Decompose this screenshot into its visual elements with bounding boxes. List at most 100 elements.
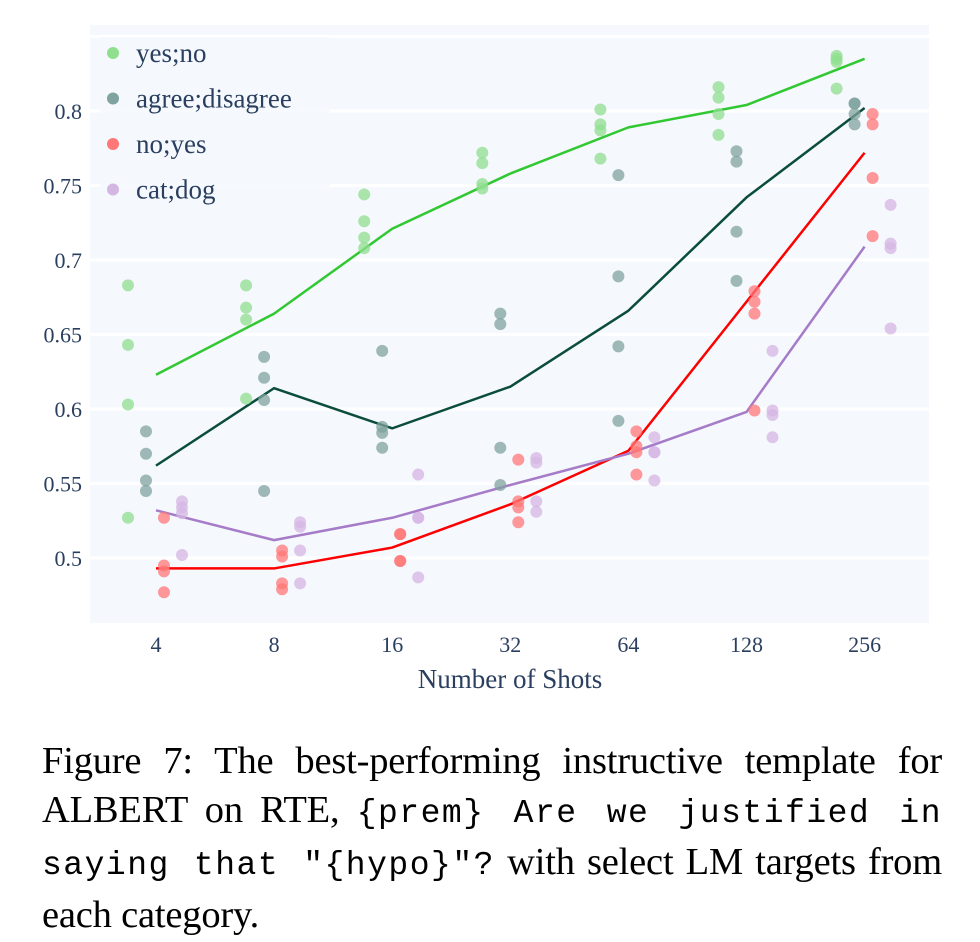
data-point (376, 426, 389, 439)
data-point (848, 118, 861, 131)
data-point (140, 474, 152, 487)
data-point (412, 571, 425, 584)
y-tick-label: 0.6 (55, 397, 83, 422)
data-point (712, 128, 725, 141)
data-point (830, 82, 843, 95)
data-point (884, 198, 897, 211)
y-tick-label: 0.65 (44, 323, 83, 348)
data-point (240, 301, 253, 314)
series-lines (155, 57, 866, 570)
legend-item[interactable]: yes;no (107, 38, 207, 68)
data-point (258, 371, 271, 384)
legend-label: no;yes (136, 129, 207, 159)
data-point (258, 394, 271, 407)
data-point (412, 511, 425, 524)
x-tick-label: 16 (381, 632, 403, 657)
caption-suffix: with select LM targets from each categor… (42, 841, 942, 936)
data-point (884, 322, 897, 335)
data-point (884, 242, 897, 255)
data-point (594, 103, 607, 116)
data-point (412, 468, 425, 481)
legend-item[interactable]: no;yes (107, 129, 207, 159)
data-point (766, 408, 779, 421)
legend-label: yes;no (136, 38, 207, 68)
legend-item[interactable]: cat;dog (107, 175, 215, 205)
series-points-agree-disagree (140, 97, 861, 497)
data-point (494, 441, 507, 454)
data-point (730, 225, 743, 238)
data-point (730, 155, 743, 168)
data-point (358, 242, 371, 255)
data-point (594, 124, 607, 137)
data-point (258, 350, 271, 363)
data-point (158, 565, 170, 578)
x-tick-label: 64 (617, 632, 639, 657)
data-point (730, 145, 743, 158)
legend: yes;no agree;disagree no;yes cat;dog (100, 37, 330, 217)
data-point (276, 550, 289, 563)
y-tick-label: 0.75 (44, 174, 83, 199)
data-point (476, 146, 489, 159)
data-point (830, 55, 843, 68)
data-point (594, 152, 607, 165)
data-point (240, 279, 253, 292)
data-point (612, 340, 625, 353)
data-point (512, 501, 525, 514)
y-tick-label: 0.8 (55, 99, 83, 124)
x-tick-label: 256 (848, 632, 881, 657)
data-point (158, 511, 170, 524)
series-points-no-yes (158, 107, 879, 599)
data-point (276, 583, 289, 596)
data-point (648, 446, 661, 459)
data-point (630, 425, 643, 438)
data-point (630, 446, 643, 459)
data-point (140, 447, 152, 460)
data-point (848, 97, 861, 110)
data-point (612, 270, 625, 283)
data-point (140, 425, 152, 438)
data-point (122, 279, 134, 292)
data-point (530, 505, 543, 518)
data-point (530, 495, 543, 508)
data-point (866, 172, 879, 185)
data-point (748, 285, 761, 298)
data-point (394, 554, 407, 567)
data-point (748, 307, 761, 320)
data-point (358, 231, 371, 244)
x-axis-title: Number of Shots (418, 664, 603, 694)
x-tick-label: 4 (151, 632, 162, 657)
data-point (612, 414, 625, 427)
caption-prefix: Figure 7: The best-performing instructiv… (42, 740, 942, 831)
data-point (766, 344, 779, 357)
data-point (766, 431, 779, 444)
data-point (176, 507, 188, 520)
data-point (866, 107, 879, 120)
y-axis-ticks: 0.5 0.55 0.6 0.65 0.7 0.75 0.8 (44, 99, 83, 571)
data-point (158, 586, 170, 599)
series-points (122, 49, 897, 599)
figure-caption: Figure 7: The best-performing instructiv… (42, 737, 942, 939)
data-point (648, 431, 661, 444)
x-tick-label: 128 (730, 632, 763, 657)
legend-marker (107, 92, 119, 105)
data-point (630, 468, 643, 481)
data-point (122, 338, 134, 351)
series-line-agree-disagree (155, 107, 866, 467)
data-point (748, 295, 761, 308)
data-point (612, 169, 625, 182)
data-point (512, 516, 525, 529)
legend-label: cat;dog (136, 175, 215, 205)
x-axis-ticks: 4 8 16 32 64 128 256 (151, 632, 882, 657)
legend-item[interactable]: agree;disagree (107, 84, 292, 114)
data-point (358, 215, 371, 228)
data-point (494, 478, 507, 491)
legend-marker (107, 47, 119, 59)
series-line-cat-dog (155, 245, 866, 542)
chart: 0.50.550.60.650.70.750.8 4 8 16 32 64 128 256 … (43, 37, 897, 694)
data-point (476, 157, 489, 170)
legend-label: agree;disagree (136, 84, 292, 114)
x-tick-label: 32 (499, 632, 521, 657)
data-point (376, 344, 389, 357)
y-tick-label: 0.5 (55, 546, 83, 571)
data-point (376, 441, 389, 454)
